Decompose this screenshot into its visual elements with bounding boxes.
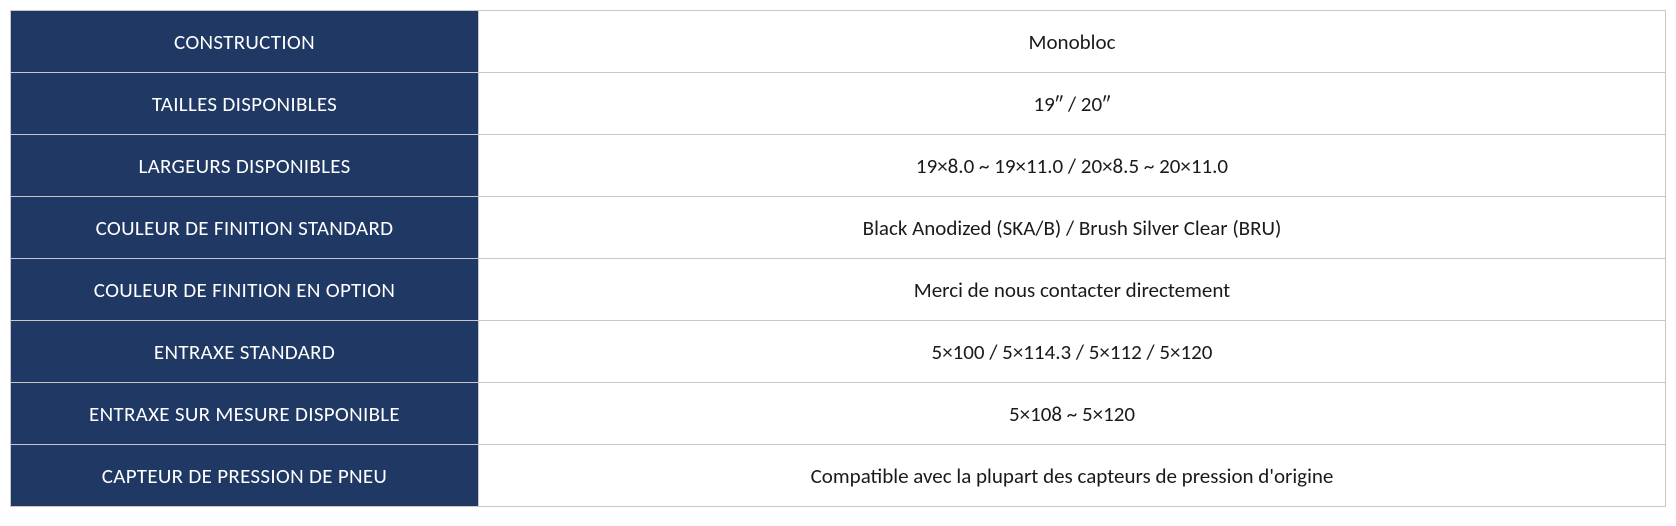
row-label: CONSTRUCTION [11, 11, 479, 73]
table-row: CONSTRUCTION Monobloc [11, 11, 1666, 73]
row-value: 5×108 ~ 5×120 [479, 383, 1666, 445]
row-value: Black Anodized (SKA/B) / Brush Silver Cl… [479, 197, 1666, 259]
table-row: COULEUR DE FINITION STANDARD Black Anodi… [11, 197, 1666, 259]
row-label: COULEUR DE FINITION EN OPTION [11, 259, 479, 321]
table-row: LARGEURS DISPONIBLES 19×8.0 ~ 19×11.0 / … [11, 135, 1666, 197]
table-row: ENTRAXE STANDARD 5×100 / 5×114.3 / 5×112… [11, 321, 1666, 383]
row-value: Compatible avec la plupart des capteurs … [479, 445, 1666, 507]
table-row: ENTRAXE SUR MESURE DISPONIBLE 5×108 ~ 5×… [11, 383, 1666, 445]
row-value: 19″ / 20″ [479, 73, 1666, 135]
table-row: TAILLES DISPONIBLES 19″ / 20″ [11, 73, 1666, 135]
row-label: ENTRAXE SUR MESURE DISPONIBLE [11, 383, 479, 445]
row-label: TAILLES DISPONIBLES [11, 73, 479, 135]
row-label: LARGEURS DISPONIBLES [11, 135, 479, 197]
row-label: ENTRAXE STANDARD [11, 321, 479, 383]
row-label: COULEUR DE FINITION STANDARD [11, 197, 479, 259]
row-value: Monobloc [479, 11, 1666, 73]
spec-table: CONSTRUCTION Monobloc TAILLES DISPONIBLE… [10, 10, 1666, 507]
table-row: COULEUR DE FINITION EN OPTION Merci de n… [11, 259, 1666, 321]
row-value: Merci de nous contacter directement [479, 259, 1666, 321]
table-row: CAPTEUR DE PRESSION DE PNEU Compatible a… [11, 445, 1666, 507]
row-value: 19×8.0 ~ 19×11.0 / 20×8.5 ~ 20×11.0 [479, 135, 1666, 197]
row-label: CAPTEUR DE PRESSION DE PNEU [11, 445, 479, 507]
row-value: 5×100 / 5×114.3 / 5×112 / 5×120 [479, 321, 1666, 383]
